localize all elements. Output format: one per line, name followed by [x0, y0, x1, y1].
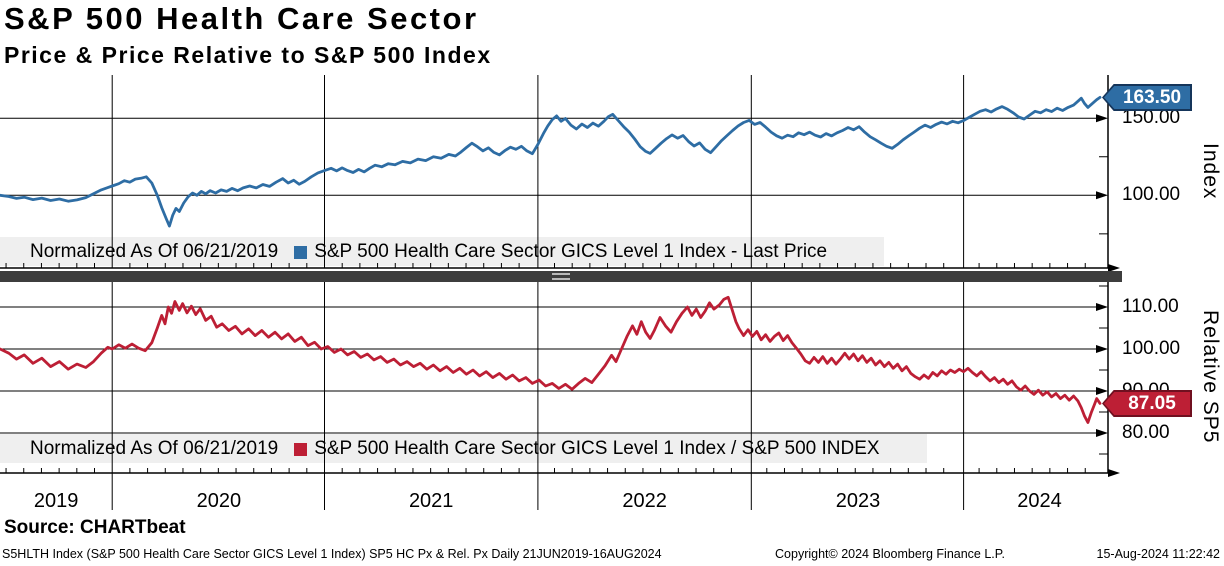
bottom-last-price-tag: 87.05	[1102, 390, 1192, 417]
y-axis-tick-label: 100.00	[1122, 338, 1181, 359]
footer-datetime: 15-Aug-2024 11:22:42	[1096, 547, 1220, 561]
x-axis-year-label: 2024	[1017, 490, 1062, 512]
y-axis-tick-label: 110.00	[1122, 296, 1179, 317]
top-legend: Normalized As Of 06/21/2019 S&P 500 Heal…	[0, 237, 827, 267]
page-title: S&P 500 Health Care Sector	[4, 1, 479, 36]
bottom-axis-title: Relative SP5	[1199, 310, 1222, 444]
blue-series-swatch-icon	[294, 245, 308, 259]
top-last-price-tag: 163.50	[1102, 84, 1192, 111]
y-axis-tick-label: 150.00	[1122, 107, 1181, 129]
x-axis-year-label: 2023	[835, 490, 881, 512]
normalized-label: Normalized As Of 06/21/2019	[30, 241, 279, 262]
panel-splitter[interactable]	[0, 271, 1122, 282]
footer-description: S5HLTH Index (S&P 500 Health Care Sector…	[2, 547, 662, 561]
x-axis-year-label: 2020	[196, 490, 242, 512]
x-axis-year-label: 2022	[622, 490, 667, 512]
top-last-price-value: 163.50	[1104, 86, 1190, 109]
splitter-grip-icon	[552, 273, 570, 280]
bottom-legend-box	[0, 434, 927, 463]
page-subtitle: Price & Price Relative to S&P 500 Index	[4, 42, 492, 68]
y-axis-tick-label: 80.00	[1122, 422, 1170, 443]
bottom-legend: Normalized As Of 06/21/2019 S&P 500 Heal…	[0, 434, 880, 464]
red-series-swatch-icon	[294, 442, 308, 456]
bottom-series-label: S&P 500 Health Care Sector GICS Level 1 …	[314, 438, 880, 459]
top-legend-box	[0, 237, 884, 266]
y-axis-tick-label: 100.00	[1122, 184, 1181, 206]
x-axis-year-label: 2021	[408, 490, 454, 512]
top-axis-title: Index	[1199, 143, 1222, 200]
x-axis-year-label: 2019	[33, 490, 79, 512]
bottom-last-price-value: 87.05	[1104, 392, 1190, 415]
normalized-label: Normalized As Of 06/21/2019	[30, 438, 279, 459]
footer-copyright: Copyright© 2024 Bloomberg Finance L.P.	[775, 547, 1005, 561]
top-series-label: S&P 500 Health Care Sector GICS Level 1 …	[314, 241, 828, 262]
source-label: Source: CHARTbeat	[4, 517, 186, 538]
